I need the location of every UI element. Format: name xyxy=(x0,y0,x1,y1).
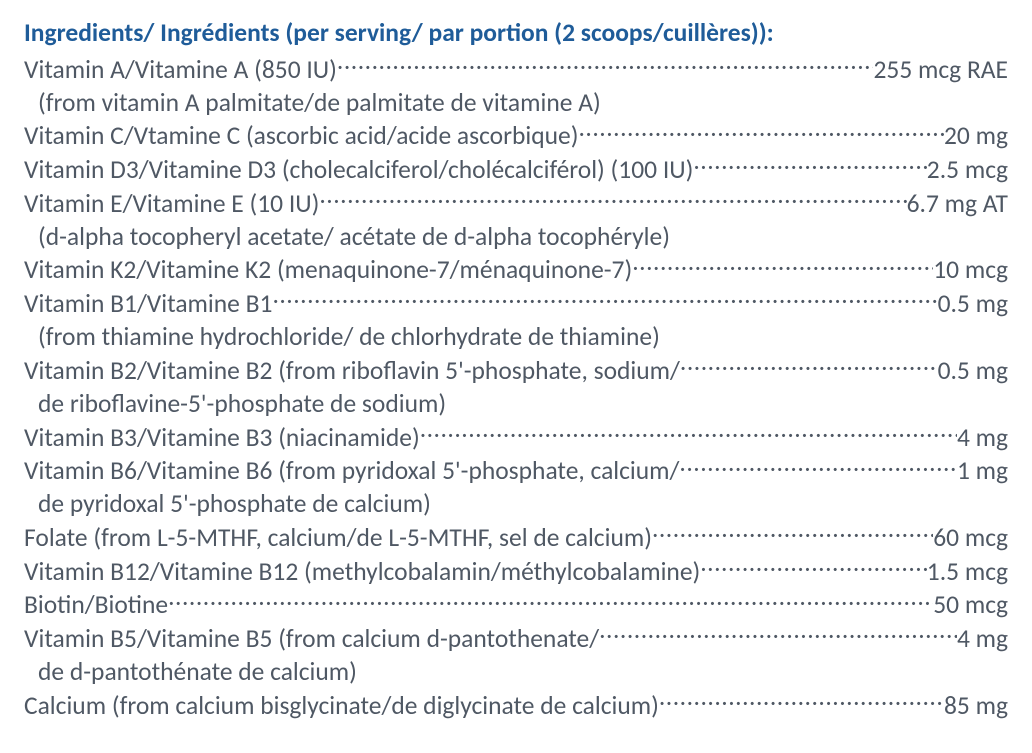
leader-dots xyxy=(693,153,926,179)
ingredient-name: Vitamin C/Vtamine C (ascorbic acid/acide… xyxy=(24,119,578,152)
ingredient-name: Folate (from L-5-MTHF, calcium/de L-5-MT… xyxy=(24,521,652,554)
ingredient-subline: (d-alpha tocopheryl acetate/ acétate de … xyxy=(24,220,1008,253)
ingredient-amount: 1.5 mcg xyxy=(927,555,1008,588)
ingredient-row: Vitamin B6/Vitamine B6 (from pyridoxal 5… xyxy=(24,454,1008,488)
ingredients-list: Vitamin A/Vitamine A (850 IU) 255 mcg RAE… xyxy=(24,52,1008,722)
ingredient-amount: 0.5 mg xyxy=(938,354,1008,387)
ingredient-subline: de riboflavine-5'-phosphate de sodium) xyxy=(24,387,1008,420)
ingredient-amount: 6.7 mg AT xyxy=(907,187,1008,220)
ingredient-row: Vitamin B1/Vitamine B1 0.5 mg xyxy=(24,287,1008,321)
leader-dots xyxy=(420,420,957,446)
ingredient-name: Vitamin B12/Vitamine B12 (methylcobalami… xyxy=(24,555,700,588)
ingredient-row: Vitamin B5/Vitamine B5 (from calcium d-p… xyxy=(24,621,1008,655)
leader-dots xyxy=(337,52,874,78)
ingredient-row: Vitamin C/Vtamine C (ascorbic acid/acide… xyxy=(24,119,1008,153)
ingredient-amount: 60 mcg xyxy=(933,521,1008,554)
leader-dots xyxy=(319,186,906,212)
ingredient-name: Vitamin A/Vitamine A (850 IU) xyxy=(24,53,337,86)
ingredient-amount: 4 mg xyxy=(957,622,1008,655)
ingredient-row: Folate (from L-5-MTHF, calcium/de L-5-MT… xyxy=(24,521,1008,555)
leader-dots xyxy=(680,353,938,379)
ingredient-name: Vitamin D3/Vitamine D3 (cholecalciferol/… xyxy=(24,153,693,186)
ingredient-subline: de d-pantothénate de calcium) xyxy=(24,655,1008,688)
ingredient-amount: 50 mcg xyxy=(933,588,1008,621)
ingredient-name: Vitamin E/Vitamine E (10 IU) xyxy=(24,187,319,220)
ingredient-row: Vitamin B2/Vitamine B2 (from riboflavin … xyxy=(24,353,1008,387)
ingredient-row: Vitamin D3/Vitamine D3 (cholecalciferol/… xyxy=(24,153,1008,187)
leader-dots xyxy=(659,688,944,714)
leader-dots xyxy=(700,554,927,580)
ingredient-name: Vitamin B3/Vitamine B3 (niacinamide) xyxy=(24,421,420,454)
leader-dots xyxy=(599,621,957,647)
leader-dots xyxy=(632,253,933,279)
ingredient-name: Vitamin B5/Vitamine B5 (from calcium d-p… xyxy=(24,622,599,655)
ingredient-name: Vitamin B1/Vitamine B1 xyxy=(24,287,272,320)
ingredient-subline: (from thiamine hydrochloride/ de chlorhy… xyxy=(24,320,1008,353)
ingredient-row: Vitamin B12/Vitamine B12 (methylcobalami… xyxy=(24,554,1008,588)
leader-dots xyxy=(272,287,937,313)
ingredient-name: Biotin/Biotine xyxy=(24,588,168,621)
ingredient-subline: (from vitamin A palmitate/de palmitate d… xyxy=(24,86,1008,119)
ingredient-name: Vitamin B2/Vitamine B2 (from riboflavin … xyxy=(24,354,680,387)
ingredient-row: Biotin/Biotine 50 mcg xyxy=(24,588,1008,622)
ingredient-row: Vitamin E/Vitamine E (10 IU) 6.7 mg AT xyxy=(24,186,1008,220)
ingredient-amount: 1 mg xyxy=(957,454,1008,487)
ingredient-subline: de pyridoxal 5'-phosphate de calcium) xyxy=(24,487,1008,520)
ingredient-name: Vitamin B6/Vitamine B6 (from pyridoxal 5… xyxy=(24,454,679,487)
ingredient-amount: 20 mg xyxy=(944,119,1008,152)
ingredient-amount: 10 mcg xyxy=(933,253,1008,286)
leader-dots xyxy=(679,454,957,480)
ingredient-name: Calcium (from calcium bisglycinate/de di… xyxy=(24,689,659,722)
leader-dots xyxy=(168,588,933,614)
ingredient-amount: 0.5 mg xyxy=(938,287,1008,320)
ingredient-amount: 255 mcg RAE xyxy=(873,53,1008,86)
ingredient-row: Vitamin B3/Vitamine B3 (niacinamide) 4 mg xyxy=(24,420,1008,454)
ingredient-amount: 2.5 mcg xyxy=(927,153,1008,186)
ingredients-panel: Ingredients/ Ingrédients (per serving/ p… xyxy=(0,0,1032,753)
ingredient-amount: 85 mg xyxy=(944,689,1008,722)
ingredient-row: Vitamin K2/Vitamine K2 (menaquinone-7/mé… xyxy=(24,253,1008,287)
ingredient-row: Vitamin A/Vitamine A (850 IU) 255 mcg RAE xyxy=(24,52,1008,86)
ingredient-name: Vitamin K2/Vitamine K2 (menaquinone-7/mé… xyxy=(24,253,632,286)
ingredient-row: Calcium (from calcium bisglycinate/de di… xyxy=(24,688,1008,722)
leader-dots xyxy=(652,521,933,547)
ingredient-amount: 4 mg xyxy=(957,421,1008,454)
ingredients-heading: Ingredients/ Ingrédients (per serving/ p… xyxy=(24,18,1008,48)
leader-dots xyxy=(578,119,944,145)
